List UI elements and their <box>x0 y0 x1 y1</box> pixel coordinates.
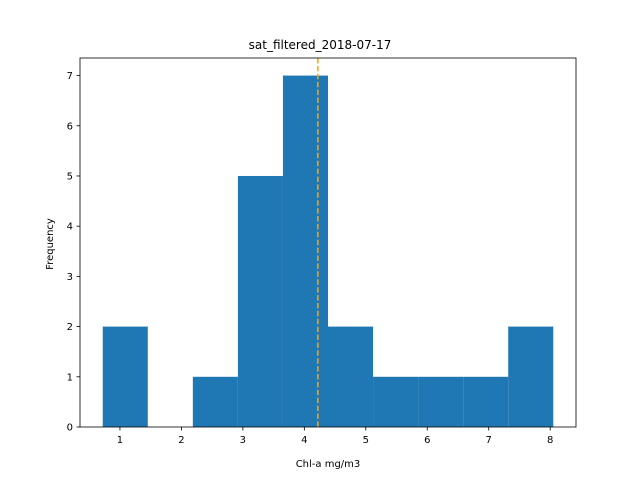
y-tick-label: 5 <box>67 171 73 182</box>
x-tick-label: 3 <box>240 435 246 446</box>
y-tick-label: 1 <box>67 372 73 383</box>
y-tick-label: 4 <box>67 222 73 233</box>
chart-title: sat_filtered_2018-07-17 <box>249 38 392 52</box>
y-axis-label: Frequency <box>45 218 56 270</box>
histogram-bar <box>282 75 328 428</box>
y-tick-label: 3 <box>67 272 73 283</box>
x-tick-label: 2 <box>178 435 184 446</box>
histogram-bar <box>237 175 283 427</box>
x-tick-label: 7 <box>486 435 492 446</box>
x-tick-label: 6 <box>424 435 430 446</box>
y-tick-label: 6 <box>67 121 73 132</box>
x-tick-label: 5 <box>363 435 369 446</box>
x-tick-label: 8 <box>547 435 553 446</box>
y-tick-label: 2 <box>67 322 73 333</box>
bars-group <box>102 75 554 428</box>
histogram-bar <box>418 376 464 427</box>
x-axis-ticks: 1 2 3 4 5 6 7 8 <box>117 427 553 446</box>
histogram-bar <box>373 376 419 427</box>
histogram-bar <box>192 376 238 427</box>
plot-frame <box>79 57 577 428</box>
histogram-bar <box>508 326 554 427</box>
y-tick-label: 7 <box>67 71 73 82</box>
x-tick-label: 1 <box>117 435 123 446</box>
x-tick-label: 4 <box>301 435 307 446</box>
y-axis-ticks: 0 1 2 3 4 5 6 7 <box>67 71 80 434</box>
histogram-bar <box>102 326 148 427</box>
histogram-bar <box>328 326 374 427</box>
y-tick-label: 0 <box>67 423 73 434</box>
x-axis-label: Chl-a mg/m3 <box>296 459 361 470</box>
histogram-bar <box>463 376 509 427</box>
